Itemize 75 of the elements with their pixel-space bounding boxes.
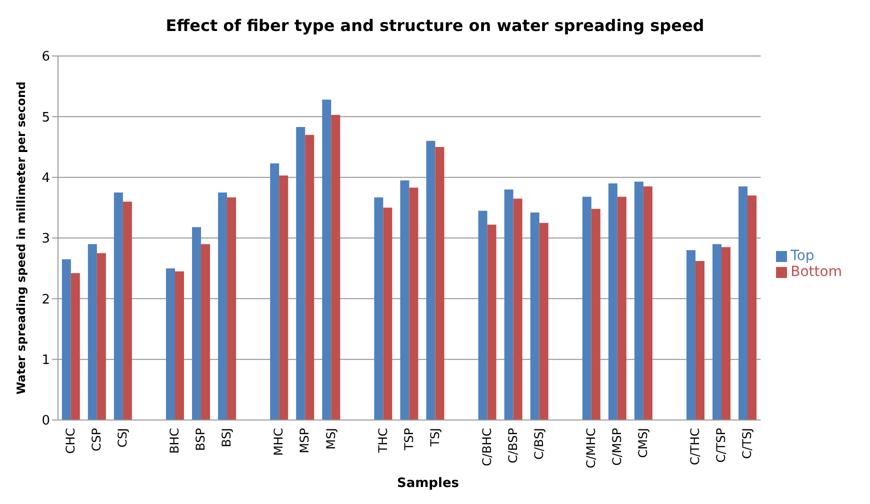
bar xyxy=(279,176,288,420)
x-tick-label: C/BSP xyxy=(506,428,520,464)
bar xyxy=(331,114,340,420)
bar xyxy=(70,273,80,420)
bar xyxy=(695,261,704,420)
x-tick-label: MHC xyxy=(272,428,286,456)
bar xyxy=(617,196,626,420)
x-tick-label: BHC xyxy=(168,428,182,454)
y-tick-label: 6 xyxy=(42,50,50,65)
legend-label: Top xyxy=(790,248,814,264)
bar xyxy=(738,186,748,420)
bar xyxy=(712,244,722,420)
x-tick-label: C/BHC xyxy=(480,428,494,466)
bar xyxy=(582,196,592,420)
bar xyxy=(634,182,644,420)
bar xyxy=(374,197,384,420)
bar xyxy=(192,227,202,420)
bar xyxy=(400,180,410,420)
x-tick-label: BSJ xyxy=(220,428,234,448)
bar xyxy=(539,222,548,420)
bar xyxy=(218,192,228,420)
bar xyxy=(322,100,332,420)
bar xyxy=(96,253,106,420)
bar xyxy=(643,186,652,420)
bar xyxy=(166,268,175,420)
x-tick-label: BSP xyxy=(194,428,208,451)
y-tick-label: 1 xyxy=(42,352,50,368)
bar xyxy=(530,212,540,420)
bar xyxy=(591,208,600,420)
bar xyxy=(504,189,514,420)
bar xyxy=(686,250,696,420)
x-tick-label: C/TSP xyxy=(714,428,728,463)
bar xyxy=(426,140,436,420)
bar xyxy=(487,224,496,420)
bar xyxy=(383,208,392,420)
bar xyxy=(114,192,123,420)
bar xyxy=(227,197,236,420)
x-tick-label: TSJ xyxy=(428,428,442,448)
chart-title: Effect of fiber type and structure on water spreading speed xyxy=(164,15,706,37)
bar xyxy=(122,202,132,420)
bar xyxy=(721,247,730,420)
bar xyxy=(296,126,306,420)
bar xyxy=(478,210,488,420)
x-axis-title: Samples xyxy=(396,476,460,491)
bar xyxy=(88,244,97,420)
bar xyxy=(305,134,314,420)
x-tick-label: MSP xyxy=(298,428,312,454)
y-tick-label: 4 xyxy=(42,170,50,186)
bar xyxy=(513,198,522,420)
x-tick-label: CSP xyxy=(90,428,104,452)
bar xyxy=(608,183,618,420)
bar xyxy=(175,271,184,420)
x-tick-label: CMSJ xyxy=(636,428,650,458)
x-tick-label: C/TSJ xyxy=(740,428,754,459)
x-tick-label: CHC xyxy=(64,428,78,454)
bar xyxy=(409,188,418,420)
y-tick-label: 3 xyxy=(42,232,50,247)
bar xyxy=(435,147,444,420)
x-tick-label: C/MHC xyxy=(584,428,598,468)
x-tick-label: C/MSP xyxy=(610,428,624,466)
y-tick-label: 5 xyxy=(42,110,50,126)
x-tick-label: CSJ xyxy=(116,428,130,448)
legend-label: Bottom xyxy=(790,264,842,280)
bar xyxy=(62,259,71,420)
x-tick-label: C/THC xyxy=(688,428,702,466)
y-tick-label: 2 xyxy=(42,292,50,308)
bar xyxy=(270,163,280,420)
bar xyxy=(748,196,757,420)
x-tick-label: C/BSJ xyxy=(532,428,546,460)
x-tick-label: THC xyxy=(376,428,390,454)
y-tick-label: 0 xyxy=(42,414,50,429)
x-tick-label: TSP xyxy=(402,428,416,452)
x-tick-label: MSJ xyxy=(324,428,338,450)
y-axis-title: Water spreading speed in millimeter per second xyxy=(14,82,28,394)
bar xyxy=(201,244,210,420)
